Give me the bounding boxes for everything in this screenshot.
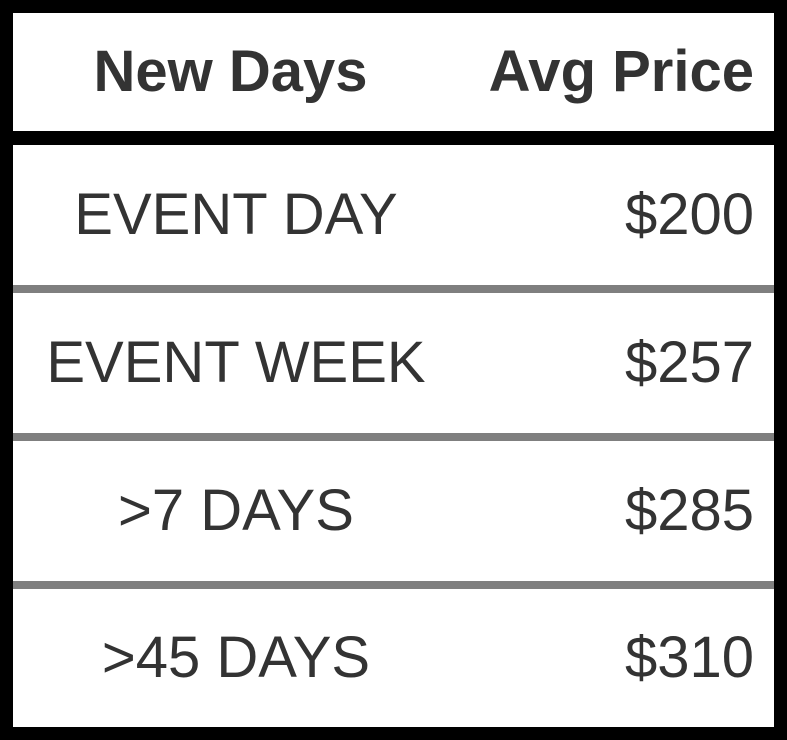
price-table: New Days Avg Price EVENT DAY $200 EVENT …: [13, 13, 774, 727]
row-days-cell: EVENT WEEK: [46, 330, 426, 395]
header-new-days: New Days: [93, 39, 368, 104]
row-days-cell: >45 DAYS: [101, 625, 371, 690]
row-price-cell: $257: [624, 330, 754, 395]
row-days-cell: >7 DAYS: [118, 478, 354, 543]
table-row: EVENT WEEK $257: [13, 293, 774, 433]
table-row: >45 DAYS $310: [13, 589, 774, 727]
header-avg-price: Avg Price: [488, 39, 754, 104]
row-days-cell: EVENT DAY: [74, 182, 398, 247]
table-body: EVENT DAY $200 EVENT WEEK $257 >7 DAYS $…: [13, 145, 774, 727]
table-row: EVENT DAY $200: [13, 145, 774, 285]
row-price-cell: $200: [624, 182, 754, 247]
table-header: New Days Avg Price: [13, 13, 774, 131]
row-price-cell: $285: [624, 478, 754, 543]
table-row: >7 DAYS $285: [13, 441, 774, 581]
row-price-cell: $310: [624, 625, 754, 690]
